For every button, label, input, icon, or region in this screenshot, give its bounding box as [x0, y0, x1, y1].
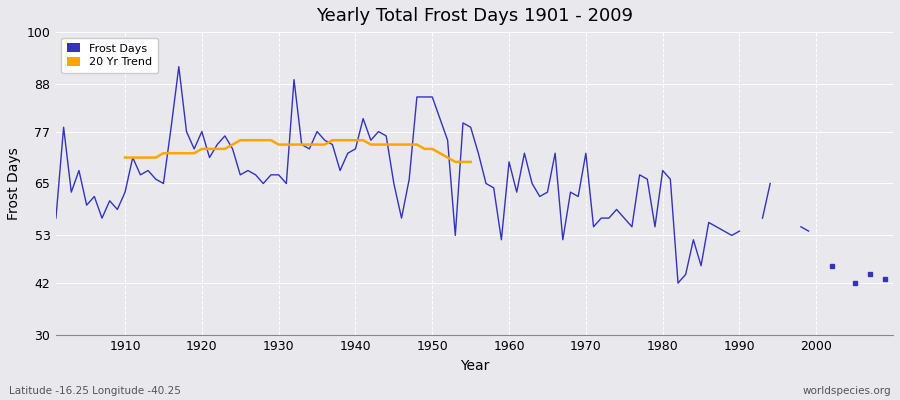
- Text: Latitude -16.25 Longitude -40.25: Latitude -16.25 Longitude -40.25: [9, 386, 181, 396]
- Legend: Frost Days, 20 Yr Trend: Frost Days, 20 Yr Trend: [61, 38, 158, 73]
- Title: Yearly Total Frost Days 1901 - 2009: Yearly Total Frost Days 1901 - 2009: [316, 7, 633, 25]
- Text: worldspecies.org: worldspecies.org: [803, 386, 891, 396]
- Y-axis label: Frost Days: Frost Days: [7, 147, 21, 220]
- X-axis label: Year: Year: [460, 359, 490, 373]
